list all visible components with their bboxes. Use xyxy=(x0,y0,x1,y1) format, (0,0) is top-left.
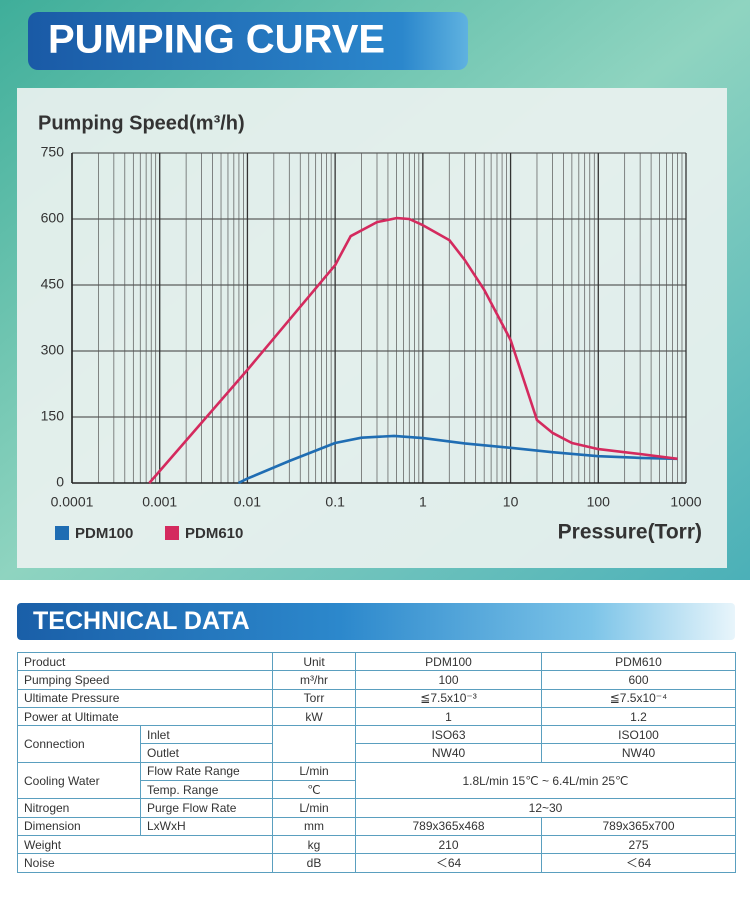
cell: Torr xyxy=(272,688,357,708)
cell: 12~30 xyxy=(355,798,737,818)
cell: Flow Rate Range xyxy=(139,761,274,782)
spec-table: Product Unit PDM100 PDM610 Pumping Speed m³/… xyxy=(16,651,737,873)
y-axis-label: Pumping Speed(m³/h) xyxy=(38,112,245,134)
cell: Cooling Water xyxy=(17,761,141,800)
cell: Power at Ultimate xyxy=(16,706,274,727)
cell: Outlet xyxy=(139,743,274,763)
cell: dB xyxy=(272,853,357,873)
chart-title: PUMPING CURVE xyxy=(48,18,385,62)
cell: 1.8L/min 15℃ ~ 6.4L/min 25℃ xyxy=(355,761,737,800)
cell: Ultimate Pressure xyxy=(16,688,274,708)
cell: 789x365x700 xyxy=(541,816,737,836)
cell: Product xyxy=(16,651,274,672)
x-axis-label: Pressure(Torr) xyxy=(558,521,702,544)
table-title: TECHNICAL DATA xyxy=(17,603,735,640)
cell: 1 xyxy=(355,706,543,727)
cell: 600 xyxy=(541,670,737,690)
cell: L/min xyxy=(272,761,357,782)
title-banner xyxy=(28,12,468,70)
cell: Dimension xyxy=(17,816,141,836)
cell: Weight xyxy=(16,834,274,855)
cell: mm xyxy=(272,816,357,836)
y-tick-label: 750 xyxy=(41,144,65,160)
cell: Inlet xyxy=(139,725,274,745)
cell: 275 xyxy=(541,834,737,855)
x-tick-label: 10 xyxy=(503,494,519,510)
x-tick-label: 100 xyxy=(587,494,611,510)
legend-swatch xyxy=(55,526,69,540)
cell xyxy=(272,725,357,763)
cell: ＜64 xyxy=(355,853,543,873)
x-tick-label: 0.001 xyxy=(142,494,177,510)
x-tick-label: 0.1 xyxy=(325,494,345,510)
cell: 210 xyxy=(355,834,543,855)
cell: Purge Flow Rate xyxy=(139,798,274,818)
x-tick-label: 0.0001 xyxy=(51,494,94,510)
series-line xyxy=(237,434,678,485)
cell: ≦7.5x10⁻³ xyxy=(355,688,543,708)
cell: Unit xyxy=(272,651,357,672)
cell: Pumping Speed xyxy=(16,670,274,690)
legend-label: PDM100 xyxy=(75,525,133,542)
y-tick-label: 150 xyxy=(41,408,65,424)
cell: NW40 xyxy=(355,743,543,763)
chart-panel xyxy=(17,88,727,568)
legend-label: PDM610 xyxy=(185,525,243,542)
cell: ℃ xyxy=(272,780,357,800)
cell: kg xyxy=(272,834,357,855)
cell: 100 xyxy=(355,670,543,690)
cell: m³/hr xyxy=(272,670,357,690)
cell: L/min xyxy=(272,798,357,818)
y-tick-label: 450 xyxy=(41,276,65,292)
y-tick-label: 600 xyxy=(41,210,65,226)
cell: Connection xyxy=(17,725,141,763)
series-line xyxy=(148,216,678,484)
cell: PDM610 xyxy=(541,651,737,672)
x-tick-label: 0.01 xyxy=(234,494,261,510)
cell: Noise xyxy=(16,853,274,873)
cell: ＜64 xyxy=(541,853,737,873)
cell: 789x365x468 xyxy=(355,816,543,836)
cell: 1.2 xyxy=(541,706,737,727)
cell: kW xyxy=(272,706,357,727)
cell: ISO63 xyxy=(355,725,543,745)
legend-swatch xyxy=(165,526,179,540)
cell: NW40 xyxy=(541,743,737,763)
cell: ≦7.5x10⁻⁴ xyxy=(541,688,737,708)
x-tick-label: 1000 xyxy=(670,494,701,510)
x-tick-label: 1 xyxy=(419,494,427,510)
cell: LxWxH xyxy=(139,816,274,836)
cell: ISO100 xyxy=(541,725,737,745)
cell: PDM100 xyxy=(355,651,543,672)
y-tick-label: 0 xyxy=(56,474,64,490)
y-tick-label: 300 xyxy=(41,342,65,358)
chart: PUMPING CURVE Pumping Speed(m³/h) Pressu… xyxy=(0,0,750,580)
cell: Temp. Range xyxy=(139,780,274,800)
cell: Nitrogen xyxy=(17,798,141,818)
